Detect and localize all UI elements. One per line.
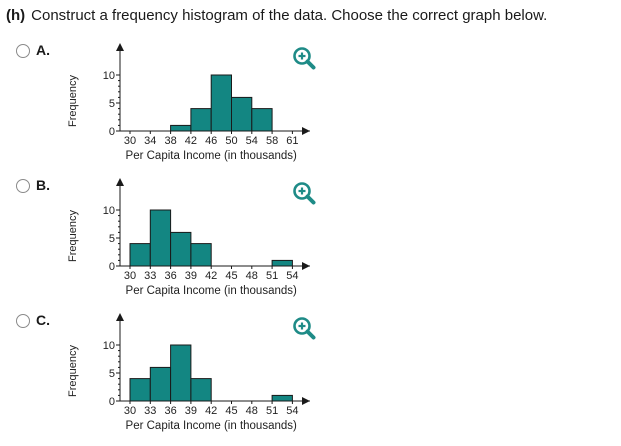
x-tick-label: 51: [266, 405, 278, 417]
question-label: (h): [6, 7, 26, 24]
histogram-bar: [251, 108, 273, 132]
zoom-in-icon[interactable]: [292, 316, 316, 340]
histogram-bar: [149, 209, 172, 267]
y-tick-label: 5: [109, 233, 115, 245]
x-tick-label: 42: [185, 135, 197, 147]
x-axis-label: Per Capita Income (in thousands): [126, 150, 297, 162]
radio-option-c[interactable]: [16, 314, 30, 328]
x-tick-label: 58: [266, 135, 278, 147]
x-tick-label: 42: [205, 270, 217, 282]
histogram-bar: [210, 74, 232, 132]
histogram-bar: [149, 366, 172, 402]
x-tick-label: 30: [124, 405, 136, 417]
histogram-b: Frequency 0 5 10 30 33 36 39 42 45 48 51 54 Per Capit…: [60, 175, 310, 308]
histogram-bar: [129, 243, 151, 267]
y-tick-label: 0: [109, 396, 115, 408]
histogram-bar: [190, 378, 212, 402]
option-b-label: B.: [36, 177, 50, 193]
option-b[interactable]: B. Frequency 0 5 10 30 33 36 39 42 45 48 51 54 Per Ca…: [0, 175, 621, 309]
y-tick-label: 5: [109, 368, 115, 380]
y-axis-arrow: [116, 178, 124, 186]
y-tick-label: 0: [109, 126, 115, 138]
x-axis-label: Per Capita Income (in thousands): [126, 285, 297, 297]
y-axis-arrow: [116, 43, 124, 51]
histogram-a: Frequency 0 5 10 30 34 38 42 46 50 54 58 61 Per Capit…: [60, 40, 310, 173]
x-tick-label: 45: [225, 270, 237, 282]
y-axis-label: Frequency: [67, 75, 79, 127]
zoom-in-icon[interactable]: [292, 181, 316, 205]
histogram-c: Frequency 0 5 10 30 33 36 39 42 45 48 51 54 Per Capit…: [60, 310, 310, 443]
histogram-bar: [271, 259, 293, 267]
x-tick-label: 30: [124, 135, 136, 147]
histogram-bar: [170, 124, 192, 132]
histogram-bar: [231, 96, 253, 132]
x-tick-label: 46: [205, 135, 217, 147]
histogram-bar: [271, 394, 293, 402]
histogram-bar: [170, 231, 192, 267]
histogram-bar: [129, 378, 151, 402]
x-axis-arrow: [302, 262, 310, 270]
x-axis-label: Per Capita Income (in thousands): [126, 420, 297, 432]
y-axis-label: Frequency: [67, 210, 79, 262]
x-tick-label: 34: [144, 135, 156, 147]
x-tick-label: 45: [225, 405, 237, 417]
x-tick-label: 36: [164, 405, 176, 417]
y-tick-label: 0: [109, 261, 115, 273]
x-tick-label: 54: [286, 405, 298, 417]
y-tick-label: 5: [109, 98, 115, 110]
x-axis-arrow: [302, 127, 310, 135]
option-c-label: C.: [36, 312, 50, 328]
y-tick-label: 10: [103, 340, 115, 352]
x-tick-label: 42: [205, 405, 217, 417]
x-tick-label: 39: [185, 270, 197, 282]
histogram-bar: [170, 344, 192, 402]
zoom-in-icon[interactable]: [292, 46, 316, 70]
x-tick-label: 54: [286, 270, 298, 282]
option-a[interactable]: A. Frequency 0 5 10 30 34 38 42 46 50 54 58 61 Per Ca…: [0, 40, 621, 174]
y-tick-label: 10: [103, 70, 115, 82]
option-c[interactable]: C. Frequency 0 5 10 30 33 36 39 42 45 48 51 54 Per Ca…: [0, 310, 621, 444]
y-tick-label: 10: [103, 205, 115, 217]
x-tick-label: 51: [266, 270, 278, 282]
radio-option-a[interactable]: [16, 44, 30, 58]
x-tick-label: 50: [225, 135, 237, 147]
x-tick-label: 39: [185, 405, 197, 417]
x-axis-arrow: [302, 397, 310, 405]
x-tick-label: 33: [144, 270, 156, 282]
histogram-bar: [190, 243, 212, 267]
histogram-bar: [190, 108, 212, 132]
question-prompt: Construct a frequency histogram of the d…: [31, 7, 548, 24]
y-axis-label: Frequency: [67, 345, 79, 397]
x-tick-label: 48: [246, 270, 258, 282]
question-text: (h) Construct a frequency histogram of th…: [6, 6, 616, 26]
x-tick-label: 30: [124, 270, 136, 282]
x-tick-label: 61: [286, 135, 298, 147]
x-tick-label: 36: [164, 270, 176, 282]
option-a-label: A.: [36, 42, 50, 58]
x-tick-label: 48: [246, 405, 258, 417]
x-tick-label: 38: [164, 135, 176, 147]
x-tick-label: 33: [144, 405, 156, 417]
radio-option-b[interactable]: [16, 179, 30, 193]
x-tick-label: 54: [246, 135, 258, 147]
y-axis-arrow: [116, 313, 124, 321]
